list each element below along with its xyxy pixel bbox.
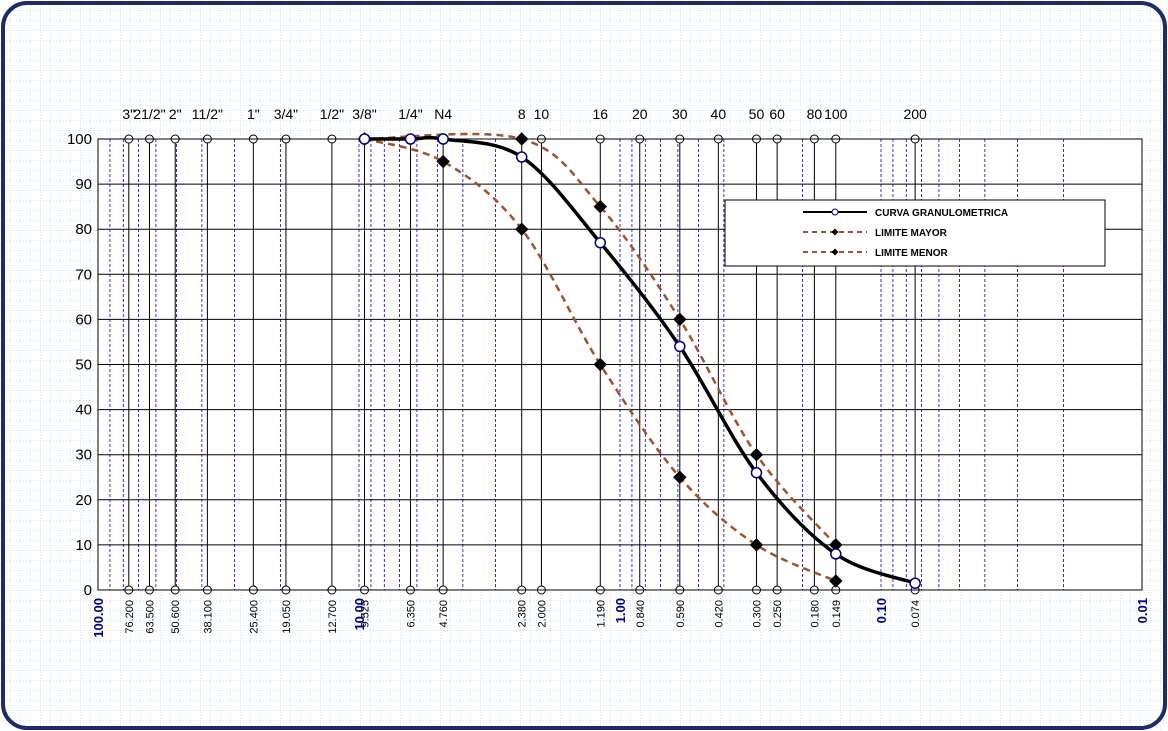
series-point-1 [515,132,529,146]
series-line-1 [364,132,837,546]
series-point-0 [750,466,763,479]
y-tick-label: 100 [67,131,92,148]
legend: CURVA GRANULOMETRICA LIMITE MAYOR LIMITE M… [724,199,1106,267]
series-point-2 [749,538,764,552]
y-tick-label: 10 [75,537,92,554]
y-tick-label: 80 [75,221,92,238]
series-point-0 [830,548,842,560]
series-point-2 [829,574,843,588]
decade-label: 10.00 [352,598,367,631]
legend-swatch-marker [831,228,839,236]
sieve-opening-label: 19.050 [281,600,293,634]
series-point-0 [404,133,417,145]
series-point-2 [515,222,529,236]
sieve-name-label: 30 [672,106,688,122]
sieve-name-label: 10 [534,106,550,122]
y-tick-label: 30 [75,447,92,464]
decade-label: 100.00 [91,598,106,638]
sieve-opening-label: 25.400 [248,600,260,634]
legend-swatch-marker [831,208,839,216]
decade-label: 0.10 [874,598,889,623]
series-point-0 [358,133,371,145]
series-point-1 [749,447,764,462]
y-tick-label: 0 [84,582,92,599]
sieve-opening-label: 38.100 [202,600,214,634]
sieve-name-label: 8 [518,106,526,122]
sieve-opening-label: 2.380 [517,600,529,628]
series-point-0 [594,236,607,249]
series-point-0 [437,133,449,145]
sieve-opening-label: 12.700 [327,600,339,634]
sieve-name-label: 1/2" [320,106,344,122]
legend-label: LIMITE MENOR [875,248,949,259]
sieve-name-label: 200 [903,106,927,122]
sieve-name-label: 80 [807,106,823,122]
y-tick-label: 60 [75,311,92,328]
decade-label: 0.01 [1135,598,1150,623]
series-line-0 [364,135,916,585]
y-tick-label: 40 [75,402,92,419]
sieve-opening-label: 63.500 [144,600,156,634]
legend-label: LIMITE MAYOR [875,228,948,239]
y-tick-label: 20 [75,492,92,509]
sieve-name-label: 11/2" [192,106,223,122]
series-point-1 [593,199,607,214]
sieve-name-label: 16 [592,106,608,122]
y-tick-label: 50 [75,357,92,374]
sieve-name-label: 50 [749,106,765,122]
series-point-0 [909,577,921,589]
series-point-1 [673,312,687,327]
sieve-opening-label: 9.525 [360,600,372,628]
sieve-name-label: 21/2" [133,106,165,122]
sieve-name-label: 3/4" [274,106,298,122]
sieve-opening-label: 0.180 [809,600,821,628]
sieve-opening-label: 0.420 [713,600,725,628]
sieve-opening-label: 0.840 [635,600,647,628]
sieve-name-label: 1" [247,106,260,122]
sieve-name-label: 40 [711,106,727,122]
labels-layer: 01020304050607080901003"76.20021/2"63.50… [67,106,1150,638]
sieve-opening-label: 1.190 [595,600,607,628]
legend-swatch-marker [831,248,839,256]
sieve-opening-label: 50.600 [170,600,182,634]
y-tick-label: 70 [75,266,92,283]
series-point-2 [436,154,450,169]
series-point-2 [673,470,687,484]
series-layer [357,132,921,589]
sieve-opening-label: 2.000 [536,600,548,628]
series-point-0 [515,151,528,163]
sieve-name-label: N4 [434,106,452,122]
sieve-name-label: 100 [824,106,848,122]
series-point-0 [674,340,686,353]
sieve-name-label: 3/8" [352,106,376,122]
sieve-opening-label: 6.350 [405,600,417,628]
y-tick-label: 90 [75,176,92,193]
sieve-opening-label: 0.300 [751,600,763,628]
sieve-opening-label: 0.074 [910,600,922,628]
sieve-opening-label: 0.149 [831,600,843,628]
decade-label: 1.00 [613,598,628,623]
sieve-opening-label: 0.250 [772,600,784,628]
sieve-name-label: 20 [632,106,648,122]
series-point-2 [593,357,607,372]
legend-label: CURVA GRANULOMETRICA [875,208,1008,219]
legend-box [724,199,1106,267]
sieve-name-label: 60 [769,106,785,122]
sieve-name-label: 2" [169,106,182,122]
sieve-opening-label: 4.760 [438,600,450,628]
sieve-name-label: 3" [122,106,135,122]
sieve-opening-label: 0.590 [675,600,687,628]
sieve-name-label: 1/4" [398,106,422,122]
sieve-opening-label: 76.200 [124,600,136,634]
